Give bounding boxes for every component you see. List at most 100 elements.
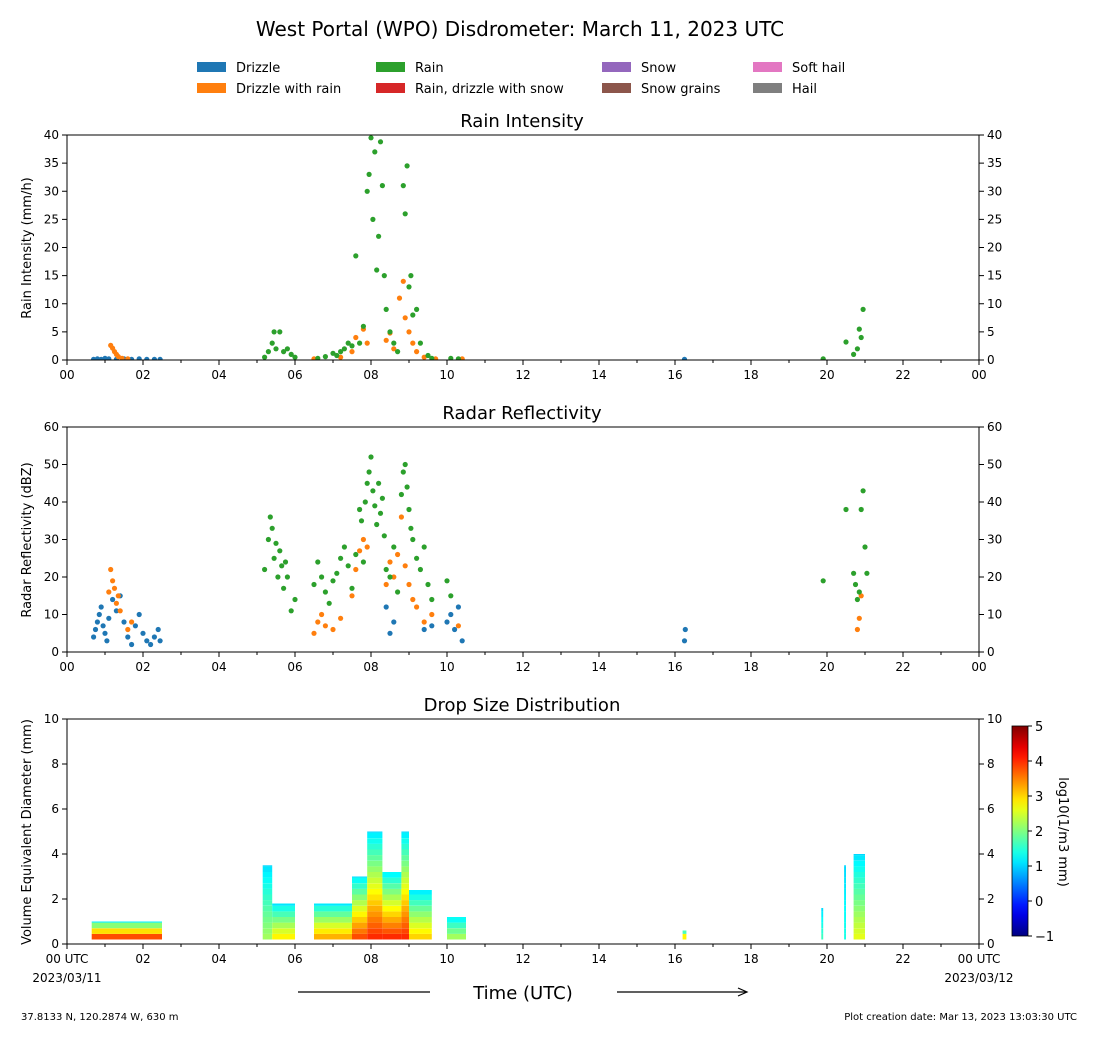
rain-intensity-point-rain: [292, 355, 297, 360]
x-tick-label: 16: [667, 660, 682, 674]
y-tick-label: 8: [51, 757, 59, 771]
legend-swatch-hail: [753, 83, 782, 93]
rain-intensity-point-rain: [843, 339, 848, 344]
dsd-cell: [263, 865, 273, 866]
dsd-cell: [352, 917, 367, 923]
y-tick-label: 35: [44, 156, 59, 170]
radar-reflectivity-point-drizzle: [156, 627, 161, 632]
dsd-cell: [382, 911, 401, 917]
dsd-cell: [382, 900, 401, 906]
x-tick-label: 06: [287, 952, 302, 966]
radar-reflectivity-point-rain: [851, 571, 856, 576]
radar-reflectivity-point-drizzle: [110, 597, 115, 602]
dsd-cell: [382, 872, 401, 878]
radar-reflectivity-point-rain: [395, 589, 400, 594]
legend-swatch-snow: [602, 62, 631, 72]
dsd-cell: [844, 928, 846, 934]
rain-intensity-point-rain: [391, 341, 396, 346]
drop-size-panel: Drop Size Distribution Volume Equivalent…: [20, 695, 1002, 966]
dsd-cell: [367, 855, 382, 861]
dsd-cell: [821, 923, 823, 929]
dsd-cell: [401, 838, 409, 844]
dsd-cell: [409, 890, 432, 895]
x-tick-label: 10: [439, 952, 454, 966]
radar-reflectivity-point-drizzle-with-rain: [311, 631, 316, 636]
dsd-cell: [854, 889, 865, 895]
radar-reflectivity-point-rain: [338, 556, 343, 561]
dsd-cell: [382, 934, 401, 940]
rain-intensity-point-rain: [857, 327, 862, 332]
radar-reflectivity-axes: [67, 427, 979, 652]
rain-intensity-point-drizzle-with-rain: [397, 296, 402, 301]
rain-intensity-point-rain: [368, 135, 373, 140]
rain-intensity-point-rain: [277, 329, 282, 334]
radar-reflectivity-point-rain: [289, 608, 294, 613]
dsd-cell: [821, 934, 823, 940]
dsd-cell: [263, 906, 273, 912]
y-tick-label: 10: [44, 297, 59, 311]
x-tick-label: 12: [515, 952, 530, 966]
dsd-cell: [844, 883, 846, 889]
radar-reflectivity-marks: [91, 454, 870, 647]
dsd-cell: [92, 934, 162, 940]
x-tick-label: 00: [971, 660, 986, 674]
radar-reflectivity-point-drizzle: [158, 638, 163, 643]
dsd-cell: [367, 928, 382, 934]
dsd-cell: [401, 844, 409, 850]
radar-reflectivity-point-rain: [367, 469, 372, 474]
rain-intensity-point-rain: [384, 307, 389, 312]
radar-reflectivity-point-rain: [346, 563, 351, 568]
dsd-cell: [367, 917, 382, 923]
rain-intensity-point-rain: [408, 273, 413, 278]
radar-reflectivity-point-drizzle-with-rain: [110, 578, 115, 583]
x-tick-label: 02: [135, 368, 150, 382]
rain-intensity-point-rain: [380, 183, 385, 188]
dsd-cell: [263, 900, 273, 906]
radar-reflectivity-point-drizzle: [102, 631, 107, 636]
dsd-cell: [382, 923, 401, 929]
dsd-cell: [844, 923, 846, 929]
dsd-cell: [367, 923, 382, 929]
radar-reflectivity-point-rain: [429, 597, 434, 602]
rain-intensity-point-rain: [273, 346, 278, 351]
dsd-cell: [844, 895, 846, 901]
radar-reflectivity-point-rain: [273, 541, 278, 546]
rain-intensity-point-rain: [861, 307, 866, 312]
rain-intensity-panel: Rain Intensity Rain Intensity (mm/h) 00 0…: [20, 111, 1002, 382]
radar-reflectivity-point-drizzle-with-rain: [116, 593, 121, 598]
y-tick-label: 15: [44, 269, 59, 283]
rain-intensity-point-rain: [395, 349, 400, 354]
x-tick-label: 06: [287, 368, 302, 382]
radar-reflectivity-point-rain: [285, 574, 290, 579]
radar-reflectivity-point-drizzle-with-rain: [365, 544, 370, 549]
legend-label-snow: Snow: [641, 61, 676, 76]
dsd-cell: [92, 922, 162, 923]
radar-reflectivity-point-drizzle: [152, 634, 157, 639]
rain-intensity-point-rain: [405, 163, 410, 168]
y-tick-label-right: 25: [987, 212, 1002, 226]
radar-reflectivity-point-drizzle: [97, 612, 102, 617]
dsd-cell: [382, 889, 401, 895]
y-tick-label-right: 0: [987, 353, 995, 367]
dsd-cell: [854, 917, 865, 923]
y-tick-label-right: 30: [987, 533, 1002, 547]
dsd-cell: [352, 934, 367, 940]
radar-reflectivity-point-rain: [418, 567, 423, 572]
radar-reflectivity-point-rain: [843, 507, 848, 512]
x-tick-label: 22: [895, 952, 910, 966]
x-tick-label: 16: [667, 368, 682, 382]
dsd-cell: [401, 855, 409, 861]
rain-intensity-point-drizzle: [137, 356, 142, 361]
dsd-cell: [844, 911, 846, 917]
y-tick-label: 2: [51, 892, 59, 906]
radar-reflectivity-point-rain: [864, 571, 869, 576]
radar-reflectivity-point-drizzle-with-rain: [361, 537, 366, 542]
x-tick-label: 12: [515, 660, 530, 674]
y-tick-label: 5: [51, 325, 59, 339]
dsd-cell: [821, 917, 823, 923]
y-tick-label-right: 10: [987, 297, 1002, 311]
colorbar: 5 4 3 2 1 0 −1 log10(1/m3 mm): [1012, 720, 1070, 945]
dsd-cell: [352, 877, 367, 878]
rain-intensity-point-rain: [365, 189, 370, 194]
radar-reflectivity-point-rain: [406, 507, 411, 512]
